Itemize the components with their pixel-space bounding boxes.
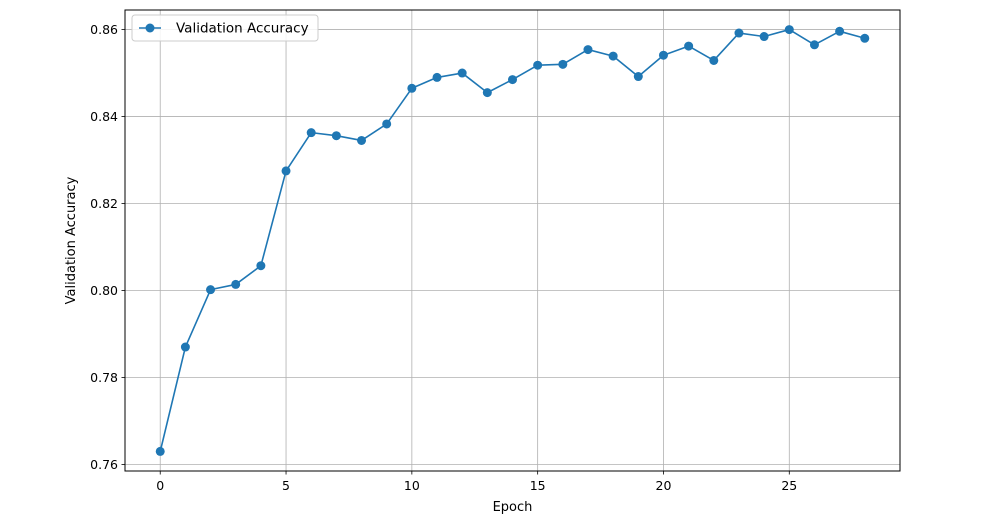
legend-label: Validation Accuracy [176, 21, 309, 37]
y-tick-label: 0.86 [90, 22, 118, 37]
data-point [482, 88, 492, 98]
data-point [759, 32, 769, 42]
plot-frame [124, 9, 901, 472]
data-point [508, 75, 517, 85]
axis-ticks: 0 5 10 15 20 25 0.76 0.78 0.80 0.82 0.84 0.86 [90, 22, 797, 493]
data-point [533, 60, 543, 70]
data-point [155, 446, 165, 456]
data-point [180, 342, 190, 352]
legend-marker-swatch [145, 23, 155, 33]
data-point [231, 279, 241, 289]
data-point [558, 59, 568, 69]
legend: Validation Accuracy [131, 14, 319, 42]
y-tick-label: 0.76 [90, 457, 118, 472]
data-point [835, 26, 845, 36]
x-tick-label: 20 [656, 478, 672, 493]
data-point [709, 55, 719, 65]
y-tick-label: 0.78 [90, 370, 118, 385]
data-point [734, 28, 744, 38]
x-tick-label: 0 [156, 478, 164, 493]
data-point [382, 119, 392, 129]
x-axis-label: Epoch [493, 500, 533, 515]
data-point [658, 50, 668, 60]
data-point [457, 68, 467, 78]
data-point [281, 166, 291, 176]
data-point [306, 128, 316, 138]
y-axis-label: Validation Accuracy [64, 176, 79, 304]
data-point [860, 33, 870, 43]
x-tick-label: 25 [781, 478, 797, 493]
x-tick-label: 10 [404, 478, 420, 493]
data-point [809, 40, 819, 50]
data-point [407, 83, 417, 93]
y-tick-label: 0.82 [90, 196, 118, 211]
data-point [206, 285, 216, 295]
data-point [633, 72, 643, 82]
legend-box [131, 14, 319, 42]
y-tick-label: 0.84 [90, 109, 118, 124]
data-point [432, 72, 442, 82]
y-tick-label: 0.80 [90, 283, 118, 298]
series-layer [155, 25, 870, 456]
data-point [256, 261, 266, 271]
data-point [583, 45, 593, 55]
x-tick-label: 15 [530, 478, 546, 493]
data-point [357, 135, 367, 145]
data-point [608, 51, 618, 61]
x-tick-label: 5 [282, 478, 290, 493]
data-point [684, 41, 694, 51]
data-point [331, 131, 341, 141]
data-point [784, 25, 794, 35]
